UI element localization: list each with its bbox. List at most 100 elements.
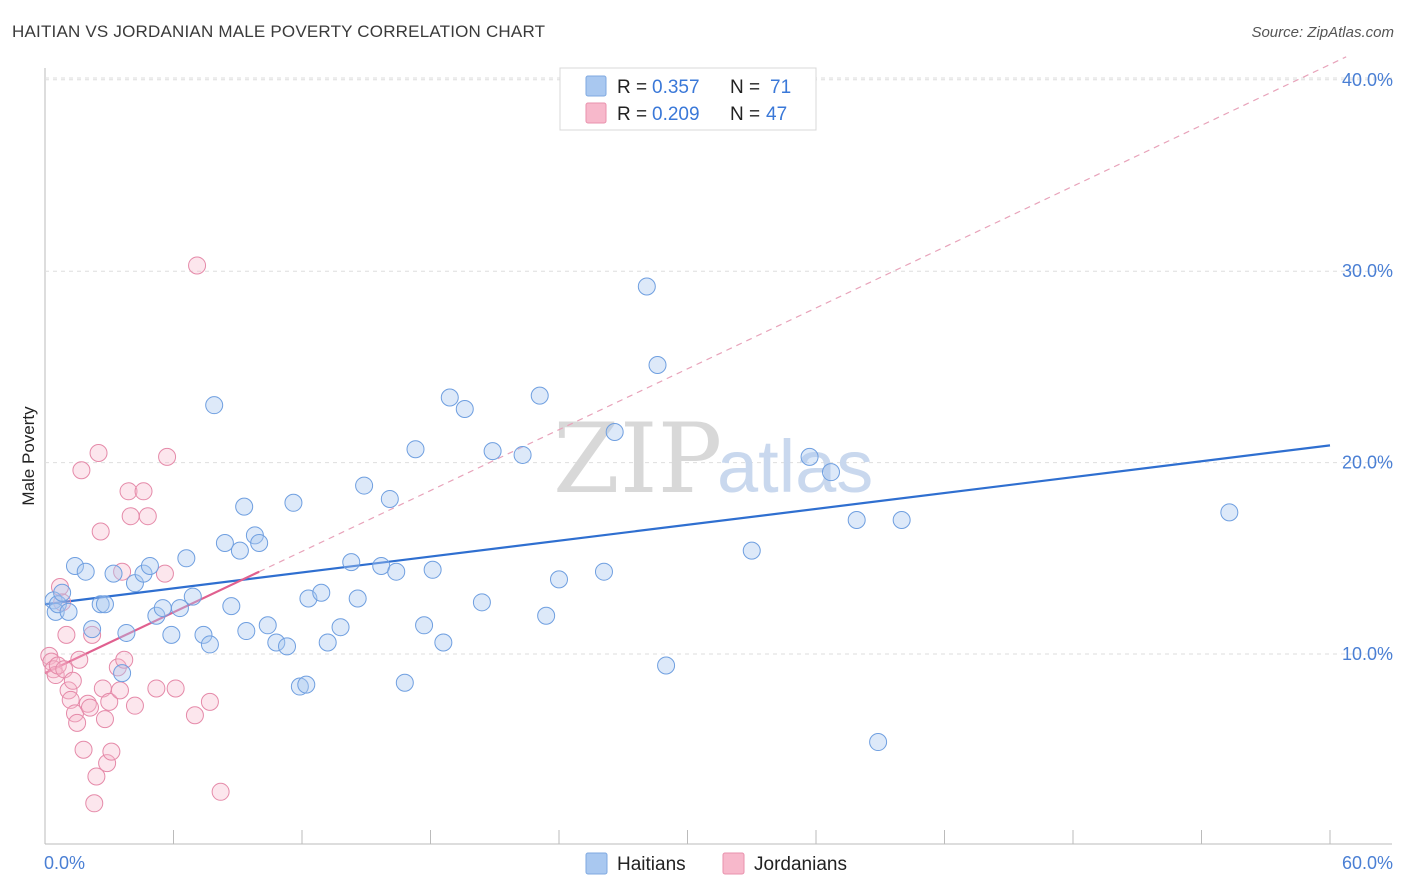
data-point-haitians xyxy=(312,583,331,602)
data-point-jordanians xyxy=(185,706,204,725)
data-point-haitians xyxy=(423,560,442,579)
legend-swatch-jordanians xyxy=(585,102,607,124)
bottom-legend-label-jordanians: Jordanians xyxy=(754,854,847,875)
data-point-jordanians xyxy=(121,507,140,526)
data-point-haitians xyxy=(648,355,667,374)
data-point-haitians xyxy=(230,541,249,560)
data-point-haitians xyxy=(847,511,866,530)
data-point-haitians xyxy=(59,602,78,621)
data-point-haitians xyxy=(742,541,761,560)
data-point-haitians xyxy=(278,637,297,656)
data-point-haitians xyxy=(290,677,309,696)
data-point-haitians xyxy=(440,388,459,407)
data-point-jordanians xyxy=(188,256,207,275)
data-point-haitians xyxy=(530,386,549,405)
legend-n-label-haitians: N = xyxy=(730,77,760,98)
data-point-haitians xyxy=(235,497,254,516)
data-point-haitians xyxy=(434,633,453,652)
data-point-haitians xyxy=(170,599,189,618)
data-point-jordanians xyxy=(57,625,76,644)
chart-title: HAITIAN VS JORDANIAN MALE POVERTY CORREL… xyxy=(12,22,546,41)
data-point-jordanians xyxy=(70,650,89,669)
legend-n-value-haitians: 71 xyxy=(770,77,791,98)
data-point-jordanians xyxy=(119,482,138,501)
legend-r-label-haitians: R = xyxy=(617,77,647,98)
data-point-haitians xyxy=(215,533,234,552)
data-point-jordanians xyxy=(110,681,129,700)
gridlines xyxy=(45,79,1392,655)
data-point-haitians xyxy=(222,597,241,616)
data-point-haitians xyxy=(113,664,132,683)
data-point-haitians xyxy=(380,489,399,508)
data-point-haitians xyxy=(76,562,95,581)
trend-line-jordanians xyxy=(44,570,260,675)
data-point-haitians xyxy=(267,633,286,652)
legend-r-label-jordanians: R = xyxy=(617,104,647,125)
trend-extension-jordanians xyxy=(258,56,1347,573)
data-point-jordanians xyxy=(85,794,104,813)
data-point-jordanians xyxy=(72,461,91,480)
data-point-jordanians xyxy=(102,742,121,761)
data-point-haitians xyxy=(348,589,367,608)
data-point-haitians xyxy=(177,549,196,568)
data-point-jordanians xyxy=(125,696,144,715)
data-point-haitians xyxy=(594,562,613,581)
y-tick-label-30: 30.0% xyxy=(1342,261,1393,281)
x-tick-label-max: 60.0% xyxy=(1342,853,1393,873)
data-point-jordanians xyxy=(80,698,99,717)
legend-r-value-jordanians: 0.209 xyxy=(652,104,700,125)
legend-n-label-jordanians: N = xyxy=(730,104,760,125)
data-point-haitians xyxy=(134,564,153,583)
legend-r-value-haitians: 0.357 xyxy=(652,77,700,98)
data-point-jordanians xyxy=(166,679,185,698)
data-point-haitians xyxy=(53,583,72,602)
data-point-haitians xyxy=(415,616,434,635)
data-point-jordanians xyxy=(68,713,87,732)
data-point-haitians xyxy=(200,635,219,654)
y-axis-label: Male Poverty xyxy=(19,406,38,506)
data-point-haitians xyxy=(284,493,303,512)
data-point-haitians xyxy=(297,675,316,694)
data-point-jordanians xyxy=(91,522,110,541)
data-point-haitians xyxy=(800,447,819,466)
legend-swatch-haitians xyxy=(585,75,607,97)
watermark-zip: ZIP xyxy=(553,403,722,515)
data-point-haitians xyxy=(892,511,911,530)
data-point-haitians xyxy=(605,422,624,441)
data-point-jordanians xyxy=(87,767,106,786)
data-point-haitians xyxy=(387,562,406,581)
data-point-jordanians xyxy=(134,482,153,501)
data-point-haitians xyxy=(355,476,374,495)
legend-n-value-jordanians: 47 xyxy=(766,104,787,125)
data-point-haitians xyxy=(455,400,474,419)
watermark: ZIP atlas xyxy=(553,403,873,515)
y-tick-label-10: 10.0% xyxy=(1342,644,1393,664)
data-point-haitians xyxy=(637,277,656,296)
data-point-jordanians xyxy=(211,782,230,801)
bottom-legend-swatch-haitians xyxy=(585,852,608,875)
data-point-haitians xyxy=(821,463,840,482)
data-point-jordanians xyxy=(63,671,82,690)
data-point-jordanians xyxy=(147,679,166,698)
y-tick-label-20: 20.0% xyxy=(1342,453,1393,473)
data-point-haitians xyxy=(95,595,114,614)
data-point-haitians xyxy=(194,625,213,644)
series-haitians xyxy=(44,277,1239,752)
data-point-jordanians xyxy=(115,650,134,669)
data-point-haitians xyxy=(537,606,556,625)
data-point-haitians xyxy=(104,564,123,583)
data-point-haitians xyxy=(258,616,277,635)
y-tick-label-40: 40.0% xyxy=(1342,70,1393,90)
data-point-haitians xyxy=(483,442,502,461)
data-point-haitians xyxy=(237,622,256,641)
data-point-jordanians xyxy=(89,444,108,463)
data-point-jordanians xyxy=(138,507,157,526)
source-credit: Source: ZipAtlas.com xyxy=(1251,24,1394,41)
data-point-jordanians xyxy=(98,754,117,773)
data-point-jordanians xyxy=(100,692,119,711)
x-axis-ticks xyxy=(173,830,1331,844)
data-point-haitians xyxy=(1220,503,1239,522)
bottom-legend-swatch-jordanians xyxy=(722,852,745,875)
data-point-haitians xyxy=(65,556,84,575)
